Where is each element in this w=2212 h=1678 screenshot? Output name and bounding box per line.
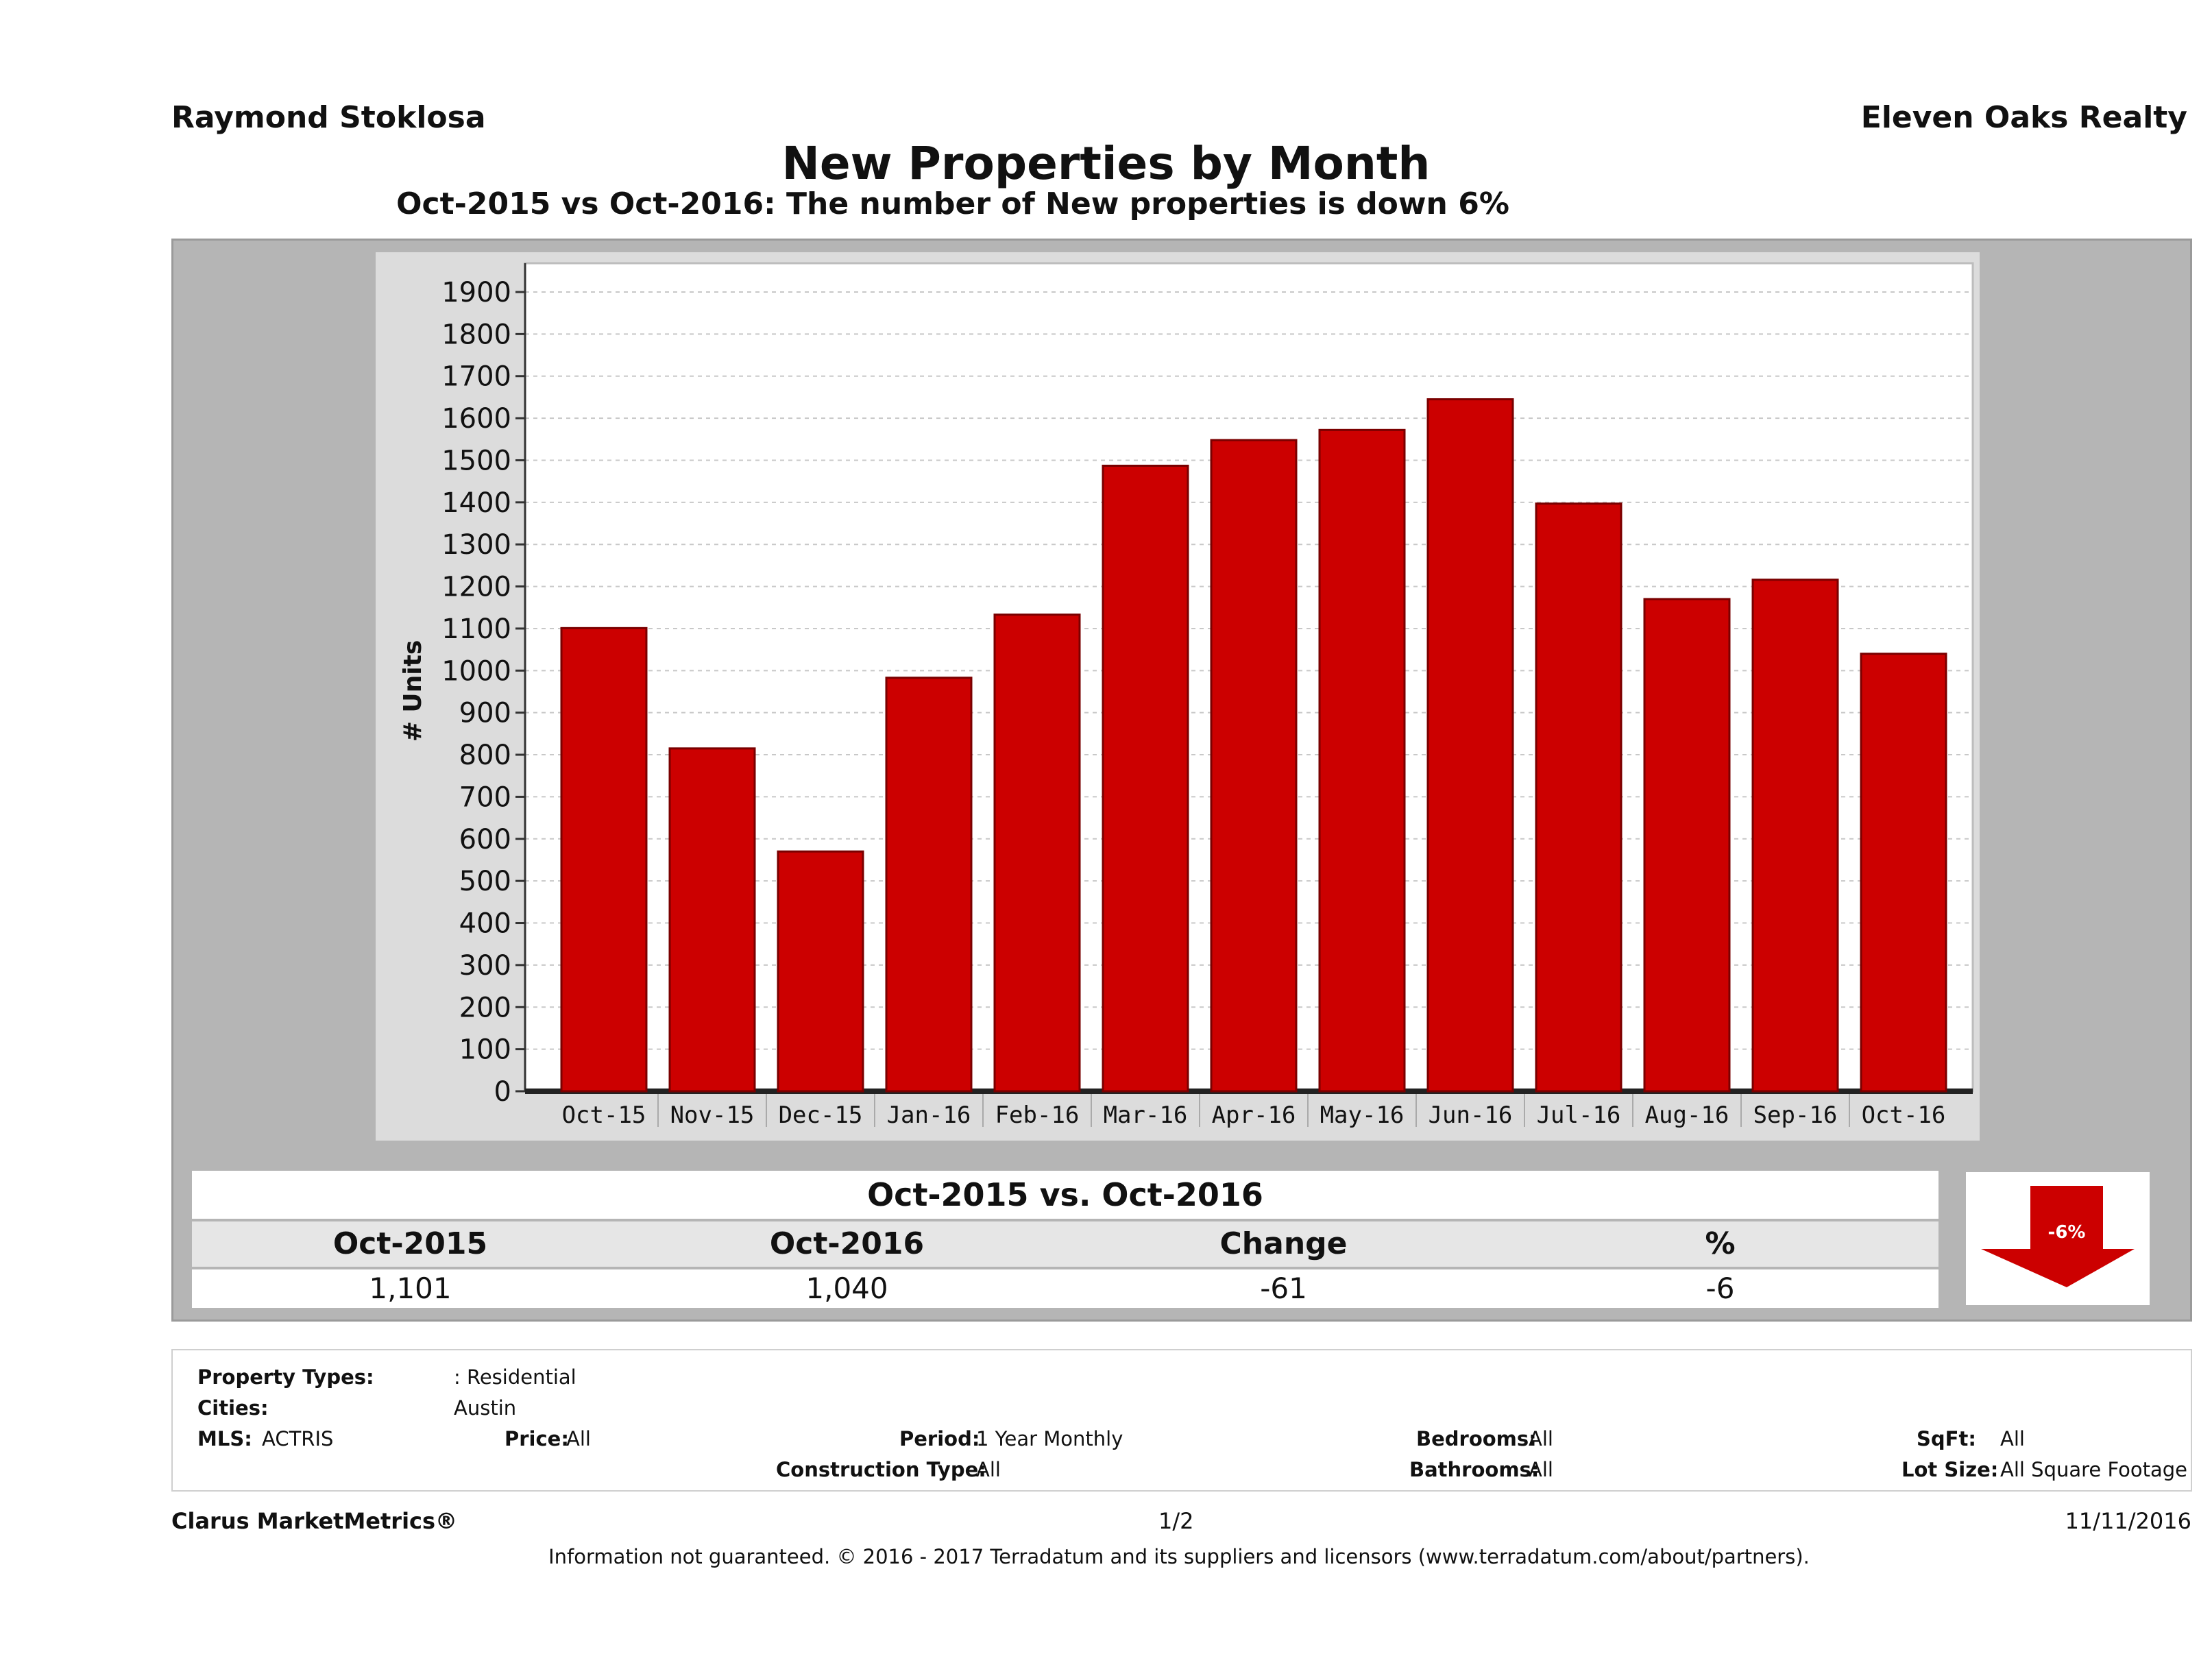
y-tick-label: 1500 bbox=[441, 445, 511, 476]
filter-value: All Square Footage bbox=[2000, 1458, 2188, 1481]
agent-name: Raymond Stoklosa bbox=[171, 100, 486, 135]
filter-label: Bedrooms: bbox=[1416, 1427, 1537, 1450]
y-tick-label: 1200 bbox=[441, 572, 511, 603]
x-tick-label: May-16 bbox=[1320, 1102, 1405, 1129]
bar-chart: 0 100 200 300 400 500 600 700 800 900 1000 1100 1200… bbox=[399, 262, 1974, 1129]
footer-brand: Clarus MarketMetrics® bbox=[171, 1508, 458, 1534]
x-tick-label: Jan-16 bbox=[887, 1102, 971, 1129]
filter-value: 1 Year Monthly bbox=[976, 1427, 1123, 1450]
bar bbox=[777, 850, 864, 1093]
y-tick-label: 1300 bbox=[441, 529, 511, 561]
filter-label: Bathrooms: bbox=[1409, 1458, 1540, 1481]
y-tick-label: 100 bbox=[459, 1034, 511, 1066]
summary-value-cell: 1,101 bbox=[369, 1272, 452, 1305]
bar bbox=[885, 677, 973, 1093]
y-tick-label: 300 bbox=[459, 950, 511, 982]
bar bbox=[1210, 439, 1298, 1093]
x-tick-label: Apr-16 bbox=[1212, 1102, 1296, 1129]
filter-label: Lot Size: bbox=[1901, 1458, 1999, 1481]
x-tick-label: Feb-16 bbox=[995, 1102, 1080, 1129]
summary-value-row: 1,101 1,040 -61 -6 bbox=[192, 1269, 1938, 1308]
y-tick-label: 700 bbox=[459, 781, 511, 813]
y-tick-label: 1100 bbox=[441, 613, 511, 645]
summary-value-cell: -61 bbox=[1260, 1272, 1307, 1305]
x-tick-label: Sep-16 bbox=[1753, 1102, 1838, 1129]
y-tick-label: 900 bbox=[459, 698, 511, 729]
bar bbox=[1860, 653, 1947, 1093]
bar bbox=[1751, 579, 1839, 1093]
summary-header-cell: Oct-2016 bbox=[769, 1226, 925, 1261]
filter-value: All bbox=[1529, 1458, 1553, 1481]
chart-area: 0 100 200 300 400 500 600 700 800 900 1000 1100 1200… bbox=[376, 252, 1980, 1141]
summary-header-row: Oct-2015 Oct-2016 Change % bbox=[192, 1221, 1938, 1267]
x-tick-label: Oct-16 bbox=[1862, 1102, 1946, 1129]
summary-value-cell: -6 bbox=[1705, 1272, 1735, 1305]
x-tick-label: Jul-16 bbox=[1537, 1102, 1621, 1129]
summary-header-cell: Change bbox=[1219, 1226, 1348, 1261]
y-tick-label: 800 bbox=[459, 740, 511, 771]
y-tick-label: 1600 bbox=[441, 403, 511, 435]
x-tick-label: Mar-16 bbox=[1104, 1102, 1188, 1129]
chart-title: New Properties by Month bbox=[781, 137, 1431, 190]
y-tick-label: 500 bbox=[459, 866, 511, 897]
y-axis-label: # Units bbox=[399, 640, 427, 742]
bar bbox=[1535, 502, 1622, 1093]
page-number: 1/2 bbox=[1158, 1508, 1194, 1534]
filter-label: Period: bbox=[899, 1427, 980, 1450]
summary-value-cell: 1,040 bbox=[805, 1272, 888, 1305]
filter-label: Price: bbox=[505, 1427, 569, 1450]
x-tick-label: Dec-15 bbox=[779, 1102, 863, 1129]
report-date: 11/11/2016 bbox=[2065, 1508, 2191, 1534]
bar bbox=[1643, 598, 1731, 1093]
summary-header-cell: Oct-2015 bbox=[332, 1226, 488, 1261]
bar bbox=[1318, 428, 1406, 1093]
y-tick-label: 1800 bbox=[441, 319, 511, 350]
x-tick-label: Aug-16 bbox=[1645, 1102, 1729, 1129]
x-tick-label: Oct-15 bbox=[562, 1102, 646, 1129]
filter-value: All bbox=[976, 1458, 1001, 1481]
disclaimer: Information not guaranteed. © 2016 - 201… bbox=[548, 1545, 1810, 1568]
filter-label: Cities: bbox=[197, 1396, 269, 1420]
filter-value: All bbox=[1529, 1427, 1553, 1450]
filter-label: Construction Type: bbox=[776, 1458, 986, 1481]
filters-panel: Property Types: : Residential Cities: Au… bbox=[171, 1349, 2192, 1492]
chart-subtitle: Oct-2015 vs Oct-2016: The number of New … bbox=[396, 186, 1509, 221]
bar bbox=[668, 747, 756, 1093]
y-tick-label: 1000 bbox=[441, 655, 511, 687]
filter-value: ACTRIS bbox=[262, 1427, 334, 1450]
change-badge: -6% bbox=[1966, 1172, 2150, 1305]
down-arrow-icon: -6% bbox=[1981, 1186, 2135, 1287]
y-tick-label: 1400 bbox=[441, 487, 511, 519]
bar bbox=[993, 613, 1081, 1093]
y-tick-label: 0 bbox=[494, 1076, 511, 1108]
summary-header-cell: % bbox=[1705, 1226, 1736, 1261]
filter-value: Austin bbox=[454, 1396, 517, 1420]
filter-label: Property Types: bbox=[197, 1365, 374, 1389]
x-tick-label: Nov-15 bbox=[670, 1102, 755, 1129]
filter-value: : Residential bbox=[454, 1365, 576, 1389]
bar bbox=[1426, 398, 1514, 1093]
x-tick-label: Jun-16 bbox=[1429, 1102, 1513, 1129]
y-tick-label: 200 bbox=[459, 992, 511, 1023]
filter-value: All bbox=[2000, 1427, 2025, 1450]
summary-title: Oct-2015 vs. Oct-2016 bbox=[192, 1171, 1938, 1219]
filter-label: SqFt: bbox=[1917, 1427, 1976, 1450]
y-tick-label: 1900 bbox=[441, 277, 511, 308]
filter-label: MLS: bbox=[197, 1427, 252, 1450]
bar bbox=[1102, 464, 1189, 1093]
company-name: Eleven Oaks Realty bbox=[1860, 100, 2187, 135]
bar bbox=[560, 627, 648, 1093]
y-tick-label: 1700 bbox=[441, 361, 511, 393]
y-tick-label: 600 bbox=[459, 824, 511, 855]
summary-table: Oct-2015 vs. Oct-2016 Oct-2015 Oct-2016 … bbox=[192, 1171, 1938, 1308]
filter-value: All bbox=[566, 1427, 591, 1450]
change-badge-label: -6% bbox=[2048, 1222, 2086, 1243]
y-tick-label: 400 bbox=[459, 908, 511, 940]
